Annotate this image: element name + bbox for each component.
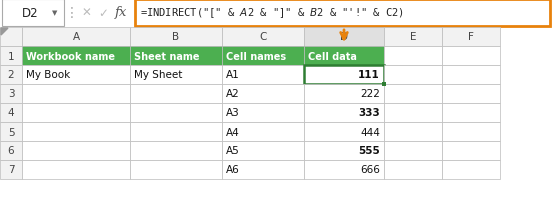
- Text: 7: 7: [8, 165, 14, 175]
- Text: A2: A2: [226, 89, 240, 99]
- Bar: [442, 160, 500, 179]
- Bar: [0, 85, 22, 103]
- Bar: [384, 66, 442, 85]
- Text: 3: 3: [8, 89, 14, 99]
- Text: D: D: [340, 32, 348, 42]
- Bar: [304, 85, 384, 103]
- Bar: [22, 66, 130, 85]
- Text: A1: A1: [226, 70, 240, 80]
- Bar: [304, 141, 384, 160]
- Text: A: A: [72, 32, 80, 42]
- Text: Workbook name: Workbook name: [26, 51, 115, 61]
- Bar: [130, 141, 222, 160]
- Bar: [304, 122, 384, 141]
- Bar: [384, 47, 442, 66]
- Bar: [22, 122, 130, 141]
- Bar: [442, 85, 500, 103]
- Bar: [22, 141, 130, 160]
- Text: 5: 5: [8, 127, 14, 137]
- Bar: [304, 66, 384, 85]
- Text: D2: D2: [22, 7, 38, 20]
- Text: ✕: ✕: [81, 7, 91, 20]
- Text: Sheet name: Sheet name: [134, 51, 200, 61]
- Bar: [222, 103, 304, 122]
- Bar: [304, 28, 384, 47]
- Bar: [384, 85, 442, 103]
- Text: A6: A6: [226, 165, 240, 175]
- Text: Cell data: Cell data: [308, 51, 357, 61]
- Text: 222: 222: [360, 89, 380, 99]
- Text: Cell names: Cell names: [226, 51, 286, 61]
- Text: 6: 6: [8, 146, 14, 156]
- Bar: [130, 122, 222, 141]
- Bar: [442, 103, 500, 122]
- Text: ▼: ▼: [53, 11, 58, 16]
- Bar: [442, 28, 500, 47]
- Bar: [130, 66, 222, 85]
- Bar: [222, 122, 304, 141]
- Bar: [384, 141, 442, 160]
- Bar: [0, 122, 22, 141]
- Bar: [384, 103, 442, 122]
- Bar: [0, 66, 22, 85]
- Text: My Sheet: My Sheet: [134, 70, 182, 80]
- Text: ⋮: ⋮: [65, 6, 79, 20]
- Text: 666: 666: [360, 165, 380, 175]
- Bar: [222, 85, 304, 103]
- Bar: [304, 47, 384, 66]
- Bar: [442, 141, 500, 160]
- Text: C: C: [259, 32, 267, 42]
- Text: =INDIRECT("[" & $A$2 & "]" & $B$2 & "'!" & C2): =INDIRECT("[" & $A$2 & "]" & $B$2 & "'!"…: [140, 6, 404, 20]
- Text: fx: fx: [115, 6, 127, 19]
- Bar: [442, 47, 500, 66]
- Text: ✓: ✓: [98, 7, 108, 20]
- Bar: [442, 122, 500, 141]
- Bar: [135, 0, 550, 27]
- Bar: [130, 47, 222, 66]
- Bar: [222, 160, 304, 179]
- Text: 4: 4: [8, 108, 14, 118]
- Bar: [304, 160, 384, 179]
- Text: My Book: My Book: [26, 70, 70, 80]
- Bar: [22, 103, 130, 122]
- Bar: [130, 28, 222, 47]
- Text: 555: 555: [358, 146, 380, 156]
- Bar: [304, 103, 384, 122]
- Bar: [0, 47, 22, 66]
- Text: 2: 2: [8, 70, 14, 80]
- Polygon shape: [1, 29, 8, 36]
- Bar: [384, 160, 442, 179]
- Bar: [442, 66, 500, 85]
- Text: 1: 1: [8, 51, 14, 61]
- Bar: [0, 160, 22, 179]
- Bar: [222, 141, 304, 160]
- Bar: [222, 47, 304, 66]
- Bar: [222, 66, 304, 85]
- Bar: [384, 28, 442, 47]
- Text: 444: 444: [360, 127, 380, 137]
- Bar: [130, 85, 222, 103]
- Bar: [382, 83, 386, 87]
- Bar: [222, 28, 304, 47]
- Text: 333: 333: [358, 108, 380, 118]
- Text: B: B: [173, 32, 180, 42]
- Text: F: F: [468, 32, 474, 42]
- Text: E: E: [410, 32, 416, 42]
- Bar: [2, 0, 64, 27]
- Bar: [0, 103, 22, 122]
- Text: A4: A4: [226, 127, 240, 137]
- Bar: [130, 103, 222, 122]
- Bar: [384, 122, 442, 141]
- Text: A3: A3: [226, 108, 240, 118]
- Bar: [22, 28, 130, 47]
- Bar: [0, 28, 22, 47]
- Bar: [22, 160, 130, 179]
- Text: A5: A5: [226, 146, 240, 156]
- Bar: [0, 141, 22, 160]
- Bar: [130, 160, 222, 179]
- Bar: [22, 47, 130, 66]
- Text: 111: 111: [358, 70, 380, 80]
- Bar: [22, 85, 130, 103]
